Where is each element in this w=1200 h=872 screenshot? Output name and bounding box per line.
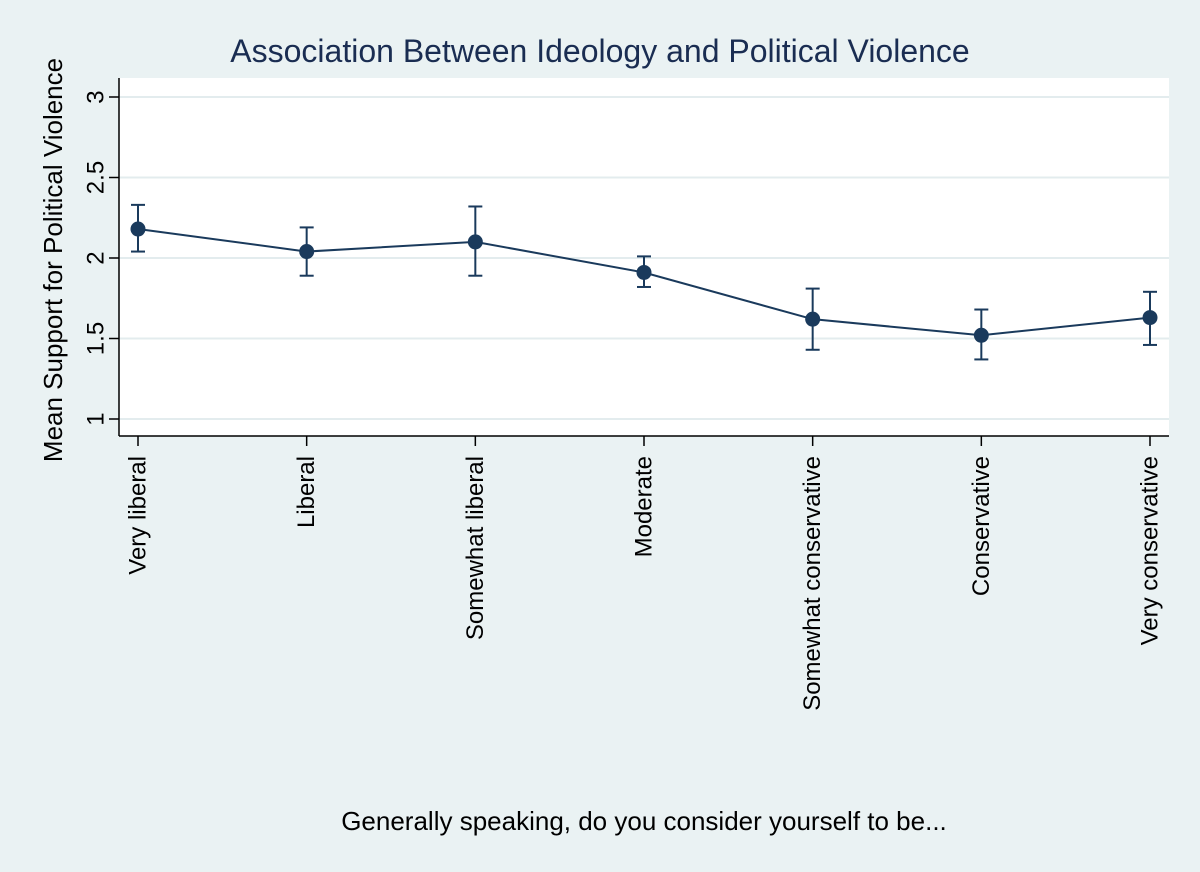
- x-tick-label: Liberal: [293, 456, 320, 528]
- y-tick-label: 1: [83, 412, 110, 425]
- chart-title: Association Between Ideology and Politic…: [230, 33, 969, 69]
- data-point: [636, 264, 652, 280]
- x-tick-label: Very liberal: [125, 456, 152, 575]
- y-tick-label: 3: [83, 90, 110, 103]
- y-tick-label: 2.5: [83, 161, 110, 194]
- x-tick-label: Moderate: [631, 456, 658, 557]
- data-point: [1142, 310, 1158, 326]
- axes: 1 1.5 2 2.5 3 Very liberal Liberal Somewhat lib…: [83, 78, 1169, 711]
- x-tick-label: Very conservative: [1137, 456, 1164, 645]
- x-tick-label: Conservative: [968, 456, 995, 596]
- data-point: [467, 234, 483, 250]
- x-tick-label: Somewhat liberal: [462, 456, 489, 640]
- data-point: [805, 311, 821, 327]
- y-tick-label: 1.5: [83, 322, 110, 355]
- series: [130, 203, 1158, 361]
- data-point: [299, 244, 315, 260]
- x-tick-label: Somewhat conservative: [799, 456, 826, 711]
- x-axis-label: Generally speaking, do you consider your…: [341, 806, 947, 836]
- data-point: [130, 221, 146, 237]
- y-axis-label: Mean Support for Political Violence: [38, 58, 68, 462]
- data-point: [973, 327, 989, 343]
- y-tick-label: 2: [83, 251, 110, 264]
